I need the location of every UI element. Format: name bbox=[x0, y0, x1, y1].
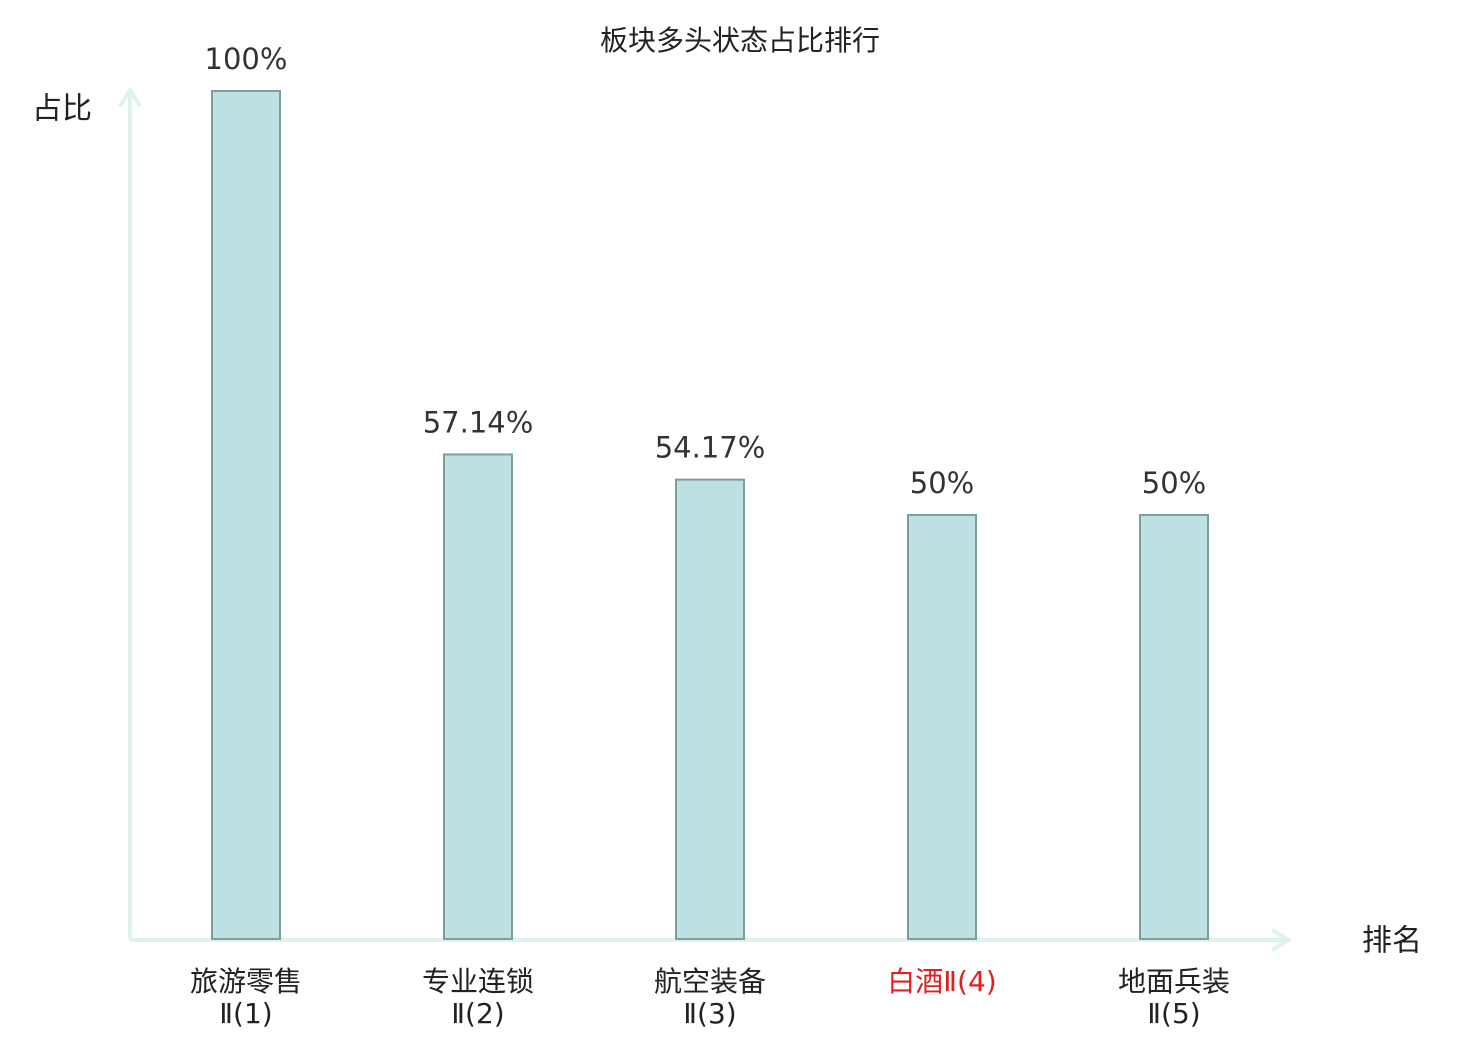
x-tick-label: 地面兵装 Ⅱ(5) bbox=[1117, 965, 1230, 1030]
bar bbox=[211, 90, 281, 940]
value-label: 57.14% bbox=[423, 405, 534, 439]
bar bbox=[1139, 514, 1209, 940]
value-label: 100% bbox=[205, 42, 288, 76]
y-arrow bbox=[118, 86, 142, 108]
x-arrow bbox=[1270, 928, 1292, 952]
x-axis-label: 排名 bbox=[1362, 924, 1422, 959]
x-tick-label: 航空装备 Ⅱ(3) bbox=[653, 965, 766, 1030]
bar bbox=[443, 453, 513, 940]
x-tick-label: 专业连锁 Ⅱ(2) bbox=[421, 965, 534, 1030]
y-axis-label: 占比 bbox=[32, 92, 92, 127]
x-tick-label: 旅游零售 Ⅱ(1) bbox=[189, 965, 302, 1030]
x-tick-label: 白酒Ⅱ(4) bbox=[887, 965, 997, 998]
bar bbox=[675, 478, 745, 940]
value-label: 50% bbox=[1142, 466, 1206, 500]
value-label: 54.17% bbox=[655, 431, 766, 465]
chart-title: 板块多头状态占比排行 bbox=[600, 24, 880, 57]
bar bbox=[907, 514, 977, 940]
value-label: 50% bbox=[910, 466, 974, 500]
